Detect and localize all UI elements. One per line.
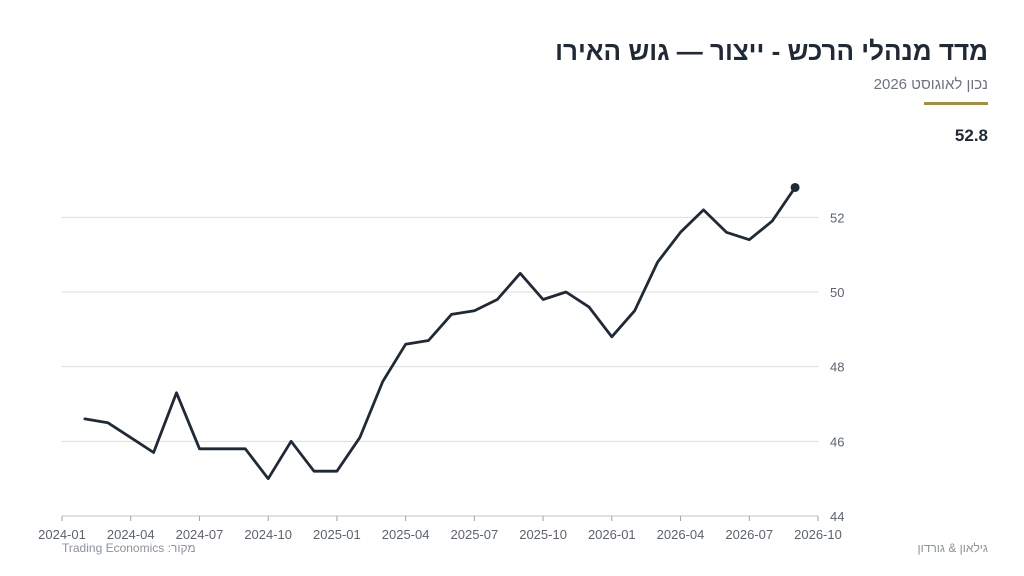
y-tick-label: 50: [830, 285, 844, 300]
x-tick-label: 2026-01: [588, 527, 636, 542]
x-tick-label: 2024-07: [176, 527, 224, 542]
source-note: מקור: Trading Economics: [62, 541, 196, 555]
y-tick-label: 48: [830, 360, 844, 375]
x-tick-label: 2025-10: [519, 527, 567, 542]
page-subtitle: נכון לאוגוסט 2026: [873, 76, 988, 93]
y-tick-label: 46: [830, 434, 844, 449]
y-tick-label: 52: [830, 210, 844, 225]
page-title: מדד מנהלי הרכש - ייצור — גוש האירו: [555, 36, 988, 66]
x-tick-label: 2026-10: [794, 527, 842, 542]
x-tick-label: 2025-01: [313, 527, 361, 542]
x-tick-label: 2024-04: [107, 527, 155, 542]
y-tick-label: 44: [830, 509, 844, 524]
x-tick-label: 2024-01: [38, 527, 86, 542]
series-line: [83, 186, 797, 481]
last-data-point: [790, 182, 800, 192]
brand-name: גילאון & גורדון: [917, 541, 988, 555]
x-tick-label: 2026-04: [657, 527, 705, 542]
latest-value: 52.8: [954, 126, 988, 145]
accent-rule: [924, 102, 988, 105]
x-tick-label: 2024-10: [244, 527, 292, 542]
x-tick-label: 2025-04: [382, 527, 430, 542]
x-tick-label: 2026-07: [725, 527, 773, 542]
x-tick-label: 2025-07: [451, 527, 499, 542]
